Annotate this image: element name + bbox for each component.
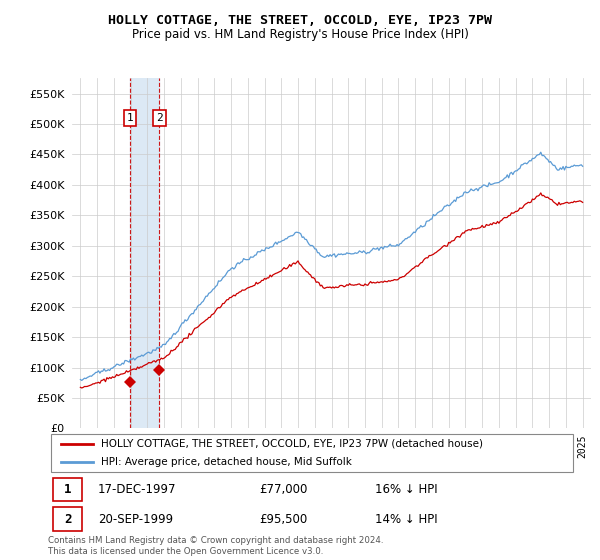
FancyBboxPatch shape: [50, 435, 574, 472]
FancyBboxPatch shape: [53, 478, 82, 501]
Text: 20-SEP-1999: 20-SEP-1999: [98, 512, 173, 525]
Text: HOLLY COTTAGE, THE STREET, OCCOLD, EYE, IP23 7PW (detached house): HOLLY COTTAGE, THE STREET, OCCOLD, EYE, …: [101, 439, 483, 449]
Text: 2: 2: [64, 512, 71, 525]
Text: 1: 1: [127, 113, 133, 123]
Text: Contains HM Land Registry data © Crown copyright and database right 2024.
This d: Contains HM Land Registry data © Crown c…: [48, 536, 383, 556]
Text: £77,000: £77,000: [259, 483, 308, 496]
Text: 17-DEC-1997: 17-DEC-1997: [98, 483, 176, 496]
Text: Price paid vs. HM Land Registry's House Price Index (HPI): Price paid vs. HM Land Registry's House …: [131, 28, 469, 41]
Text: 2: 2: [156, 113, 163, 123]
Text: HOLLY COTTAGE, THE STREET, OCCOLD, EYE, IP23 7PW: HOLLY COTTAGE, THE STREET, OCCOLD, EYE, …: [108, 14, 492, 27]
Text: 1: 1: [64, 483, 71, 496]
FancyBboxPatch shape: [53, 507, 82, 531]
Text: 16% ↓ HPI: 16% ↓ HPI: [376, 483, 438, 496]
Bar: [130, 78, 160, 428]
Text: £95,500: £95,500: [259, 512, 307, 525]
Text: HPI: Average price, detached house, Mid Suffolk: HPI: Average price, detached house, Mid …: [101, 458, 352, 467]
Text: 14% ↓ HPI: 14% ↓ HPI: [376, 512, 438, 525]
